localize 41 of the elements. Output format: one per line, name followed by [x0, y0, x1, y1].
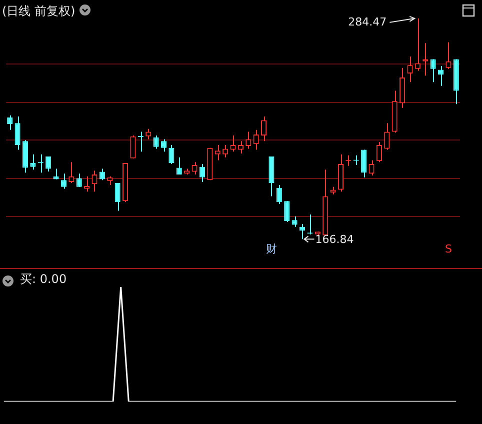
candlestick: [253, 129, 259, 150]
candlestick: [292, 216, 298, 228]
candlestick: [168, 144, 174, 164]
candlestick: [199, 164, 205, 183]
candlestick: [384, 122, 390, 150]
candlestick: [84, 176, 90, 192]
candlestick: [14, 116, 20, 150]
candlestick: [153, 134, 159, 150]
candlestick: [261, 116, 267, 142]
candlestick: [176, 156, 182, 176]
candlestick: [338, 154, 344, 192]
candlestick: [446, 42, 452, 70]
annotation: 166.84: [315, 233, 354, 246]
text: S: [444, 242, 452, 256]
candlestick: [368, 160, 374, 176]
candlestick: [414, 18, 420, 72]
candlestick: [92, 170, 98, 192]
candlestick: [68, 162, 74, 184]
candlestick: [246, 131, 252, 150]
candlestick: [146, 128, 152, 140]
candlestick: [430, 58, 436, 83]
chart-title: (日线 前复权): [2, 3, 76, 20]
candlestick: [30, 154, 36, 170]
chart-title: 买: 0.00: [20, 271, 67, 288]
candlestick: [138, 131, 144, 152]
candlestick: [46, 156, 52, 172]
candlestick: [407, 56, 413, 83]
candlestick: [114, 182, 120, 212]
candlestick: [376, 142, 382, 163]
candlestick: [76, 173, 82, 188]
candlestick: [284, 200, 290, 222]
candlestick: [214, 144, 220, 161]
candlestick: [130, 134, 136, 159]
annotation: 284.47: [348, 15, 387, 28]
candlestick: [222, 144, 228, 158]
candlestick: [400, 67, 406, 108]
candlestick: [238, 140, 244, 154]
text: 财: [266, 242, 277, 256]
candlestick: [361, 149, 367, 178]
candlestick: [276, 184, 282, 204]
candlestick: [230, 134, 236, 152]
